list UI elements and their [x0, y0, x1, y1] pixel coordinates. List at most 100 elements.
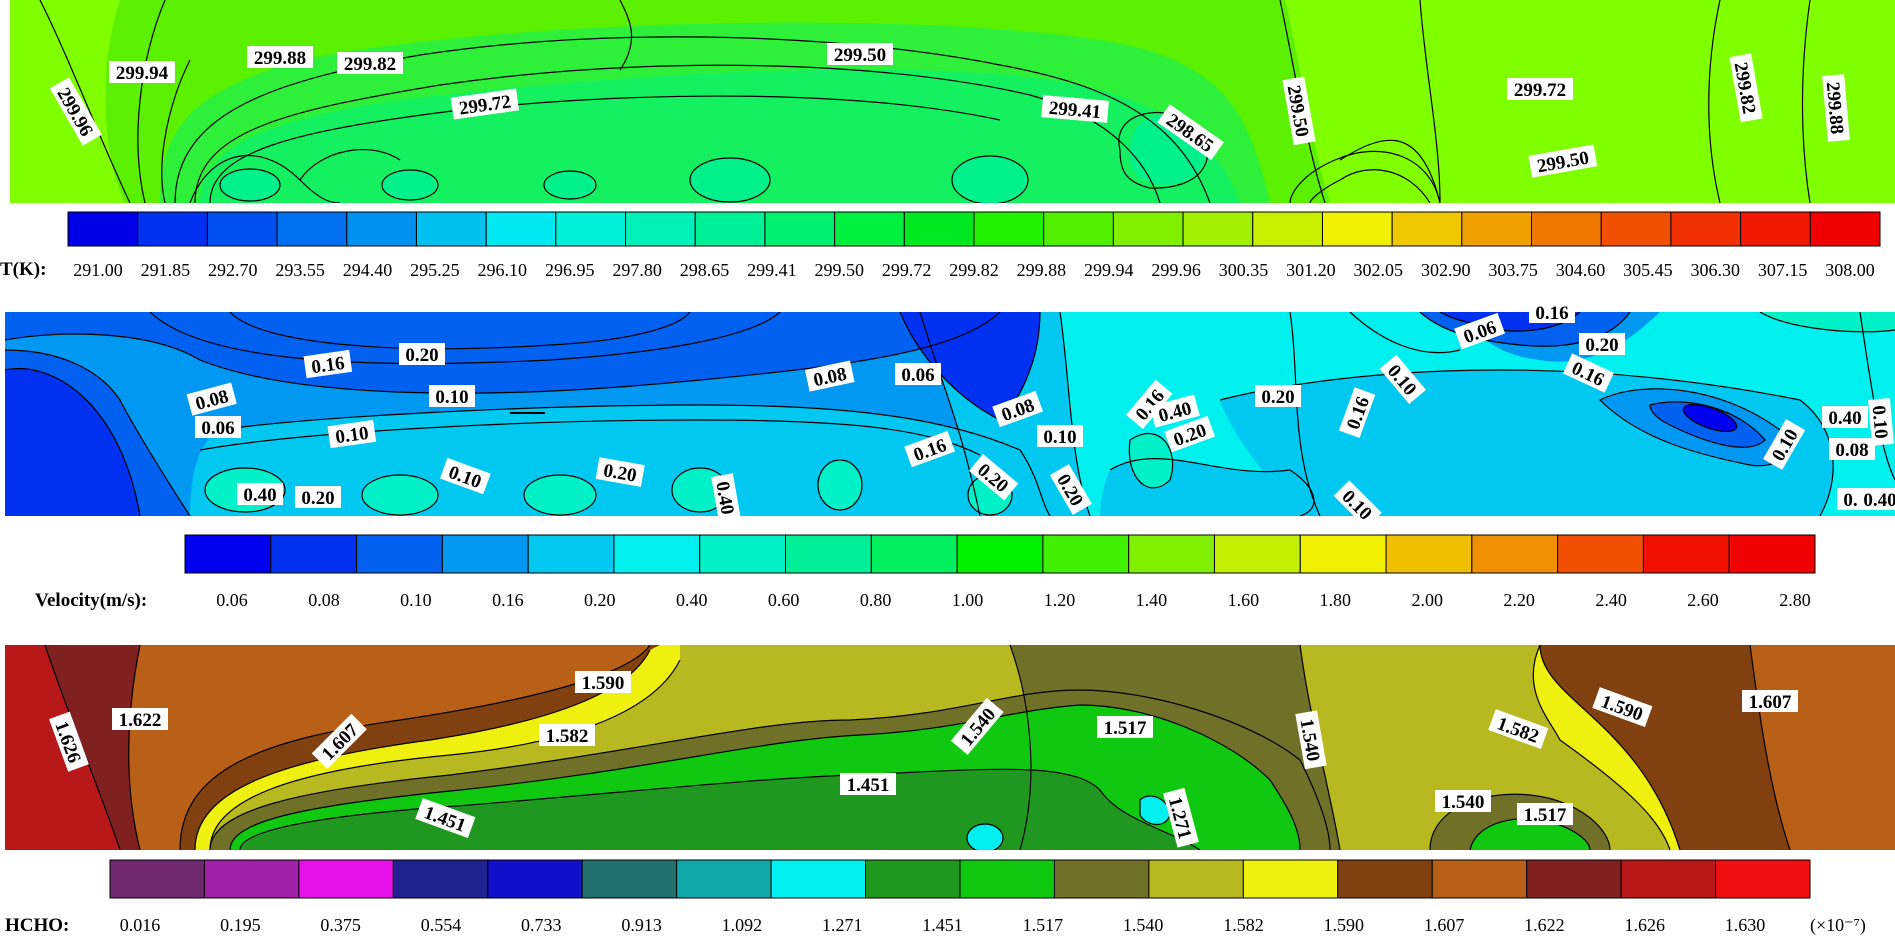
colorbar-tick-label: 1.626 — [1624, 915, 1665, 935]
colorbar-swatch — [441, 534, 529, 574]
contour-label: 0.20 — [399, 343, 445, 366]
colorbar-tick-label: 294.40 — [343, 260, 393, 280]
contour-label: 299.88 — [1822, 74, 1850, 142]
contour-label: 0.08 — [805, 360, 855, 392]
colorbar-swatch — [699, 534, 787, 574]
colorbar-swatch — [1728, 534, 1816, 574]
colorbar-tick-label: 1.60 — [1228, 590, 1260, 610]
colorbar-swatch — [415, 211, 487, 247]
colorbar-swatch — [1128, 534, 1215, 574]
contour-label: 1.517 — [1097, 716, 1153, 739]
colorbar-swatch — [581, 859, 678, 899]
colorbar-tick-label: 2.80 — [1779, 590, 1811, 610]
colorbar-tick-label: 297.80 — [612, 260, 662, 280]
colorbar-swatch — [764, 211, 836, 247]
colorbar-swatch — [770, 859, 867, 899]
svg-text:1.582: 1.582 — [546, 726, 589, 747]
colorbar-swatch — [206, 211, 278, 247]
temp-cold-spot — [690, 158, 770, 202]
contour-label: 0.10 — [429, 385, 475, 408]
contour-label: 0.20 — [595, 457, 645, 487]
colorbar-tick-label: 299.82 — [949, 260, 999, 280]
colorbar-tick-label: 300.35 — [1219, 260, 1269, 280]
colorbar-tick-label: 299.94 — [1084, 260, 1134, 280]
contour-label: 299.94 — [109, 61, 175, 84]
contour-label: 0.08 — [1829, 438, 1875, 461]
colorbar-tick-label: 299.72 — [882, 260, 932, 280]
contour-label: 1.607 — [1742, 690, 1798, 713]
colorbar-tick-label: 0.195 — [220, 915, 261, 935]
colorbar-tick-label: 0.016 — [120, 915, 161, 935]
colorbar-swatch — [392, 859, 489, 899]
contour-label: 0.20 — [1255, 385, 1301, 408]
colorbar-tick-label: 0.08 — [308, 590, 340, 610]
hcho-field-zone — [240, 769, 1200, 850]
vel-min-spot — [1683, 404, 1737, 432]
colorbar-tick-label: 1.092 — [722, 915, 763, 935]
colorbar-swatch — [203, 859, 300, 899]
colorbar-tick-label: 302.05 — [1354, 260, 1404, 280]
contour-label: 0.16 — [303, 349, 353, 378]
colorbar-swatch — [1461, 211, 1533, 247]
colorbar-swatch — [555, 211, 627, 247]
colorbar-tick-label: 302.90 — [1421, 260, 1471, 280]
colorbar-swatch — [959, 859, 1055, 899]
colorbar-tick-label: 296.95 — [545, 260, 595, 280]
svg-text:0.10: 0.10 — [334, 423, 370, 448]
colorbar-tick-label: 1.607 — [1424, 915, 1465, 935]
colorbar-tick-label: 304.60 — [1556, 260, 1606, 280]
contour-label: 299.72 — [450, 88, 520, 120]
svg-text:0.10: 0.10 — [435, 387, 468, 408]
svg-text:0.20: 0.20 — [1585, 335, 1618, 356]
svg-text:0.40: 0.40 — [1828, 408, 1861, 429]
colorbar-tick-label: 1.590 — [1324, 915, 1365, 935]
vel-max-spot — [818, 460, 862, 510]
svg-text:0.40: 0.40 — [243, 485, 276, 506]
colorbar-swatch — [1043, 211, 1114, 247]
colorbar-swatch — [527, 534, 615, 574]
contour-label: 299.72 — [1507, 78, 1573, 101]
velocity-contour-labels: 0.16 0.200.08 0.100.06 0.100.08 0.060.080.10… — [186, 301, 1895, 529]
colorbar-swatch — [1042, 534, 1130, 574]
hcho-multiplier: (×10⁻⁷) — [1810, 915, 1866, 936]
colorbar-tick-label: 299.41 — [747, 260, 797, 280]
colorbar-swatch — [298, 859, 394, 899]
colorbar-swatch — [834, 211, 905, 247]
temp-cold-spot — [382, 170, 438, 200]
colorbar-swatch — [276, 211, 348, 247]
colorbar-tick-label: 298.65 — [680, 260, 730, 280]
colorbar-tick-label: 2.60 — [1687, 590, 1719, 610]
hcho-field-zone — [1470, 818, 1590, 850]
temp-cold-spot — [544, 171, 596, 199]
colorbar-tick-label: 1.20 — [1044, 590, 1076, 610]
colorbar-swatch — [1740, 211, 1811, 247]
colorbar-tick-label: 0.40 — [676, 590, 708, 610]
contour-label: 1.451 — [840, 773, 896, 796]
colorbar-tick-label: 0.06 — [216, 590, 248, 610]
colorbar-tick-label: 1.622 — [1524, 915, 1565, 935]
contour-label: 299.88 — [247, 46, 313, 69]
colorbar-swatch — [1112, 211, 1184, 247]
svg-text:1.451: 1.451 — [847, 775, 890, 796]
colorbar-tick-label: 0.913 — [621, 915, 662, 935]
colorbar-tick-label: 1.582 — [1223, 915, 1264, 935]
contour-label: 1.540 — [1435, 790, 1491, 813]
colorbar-swatch — [1809, 211, 1881, 247]
colorbar-swatch — [1391, 211, 1463, 247]
contour-label: 0.16 — [1529, 301, 1575, 324]
contour-label: 1.590 — [575, 671, 631, 694]
svg-text:0.08: 0.08 — [1835, 440, 1868, 461]
colorbar-tick-label: 296.10 — [478, 260, 528, 280]
colorbar-tick-label: 293.55 — [275, 260, 325, 280]
temp-cold-spot — [220, 169, 280, 201]
colorbar-swatch — [1526, 859, 1622, 899]
colorbar-tick-label: 0.375 — [320, 915, 361, 935]
svg-text:0.06: 0.06 — [201, 418, 234, 439]
colorbar-tick-label: 0.20 — [584, 590, 616, 610]
svg-text:299.94: 299.94 — [116, 63, 169, 84]
svg-text:1.517: 1.517 — [1104, 718, 1147, 739]
contour-label: 1.540 — [1295, 710, 1327, 770]
colorbar-tick-label: 2.00 — [1411, 590, 1443, 610]
